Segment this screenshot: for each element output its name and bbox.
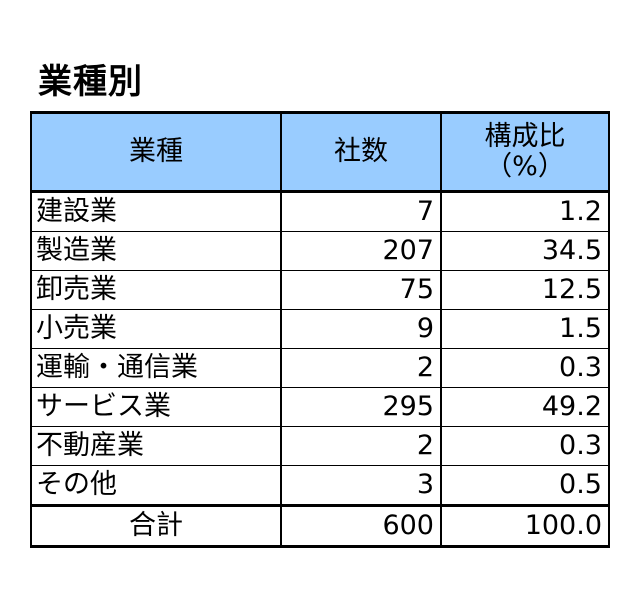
- table-row: 建設業 7 1.2: [30, 191, 610, 232]
- row-ratio: 1.2: [440, 191, 610, 232]
- industry-table: 業種 社数 構成比 （%） 建設業 7 1.2 製造業 207 34.5 卸売業…: [30, 111, 610, 548]
- total-label: 合計: [30, 504, 282, 548]
- table-row: サービス業 295 49.2: [30, 387, 610, 427]
- row-ratio: 12.5: [440, 270, 610, 310]
- row-count: 75: [280, 270, 442, 310]
- row-category: サービス業: [30, 387, 282, 427]
- table-row: 不動産業 2 0.3: [30, 426, 610, 466]
- row-ratio: 49.2: [440, 387, 610, 427]
- row-count: 207: [280, 231, 442, 271]
- row-ratio: 0.5: [440, 465, 610, 506]
- header-ratio-line1: 構成比: [484, 121, 566, 152]
- header-ratio-line2: （%）: [485, 151, 565, 182]
- row-count: 295: [280, 387, 442, 427]
- row-category: 卸売業: [30, 270, 282, 310]
- row-count: 2: [280, 348, 442, 388]
- row-category: 不動産業: [30, 426, 282, 466]
- header-ratio: 構成比 （%）: [440, 111, 610, 193]
- header-category: 業種: [30, 111, 282, 193]
- table-row: 卸売業 75 12.5: [30, 270, 610, 310]
- row-category: 運輸・通信業: [30, 348, 282, 388]
- table-row: その他 3 0.5: [30, 465, 610, 506]
- row-ratio: 34.5: [440, 231, 610, 271]
- row-count: 2: [280, 426, 442, 466]
- row-count: 9: [280, 309, 442, 349]
- row-ratio: 0.3: [440, 426, 610, 466]
- row-ratio: 0.3: [440, 348, 610, 388]
- header-count: 社数: [280, 111, 442, 193]
- total-row: 合計 600 100.0: [30, 504, 610, 548]
- table-row: 小売業 9 1.5: [30, 309, 610, 349]
- table-row: 製造業 207 34.5: [30, 231, 610, 271]
- table-header-row: 業種 社数 構成比 （%）: [30, 111, 610, 193]
- row-count: 3: [280, 465, 442, 506]
- row-category: その他: [30, 465, 282, 506]
- total-count: 600: [280, 504, 442, 548]
- row-count: 7: [280, 191, 442, 232]
- table-row: 運輸・通信業 2 0.3: [30, 348, 610, 388]
- row-category: 建設業: [30, 191, 282, 232]
- total-ratio: 100.0: [440, 504, 610, 548]
- table-title: 業種別: [38, 62, 143, 102]
- row-ratio: 1.5: [440, 309, 610, 349]
- row-category: 製造業: [30, 231, 282, 271]
- row-category: 小売業: [30, 309, 282, 349]
